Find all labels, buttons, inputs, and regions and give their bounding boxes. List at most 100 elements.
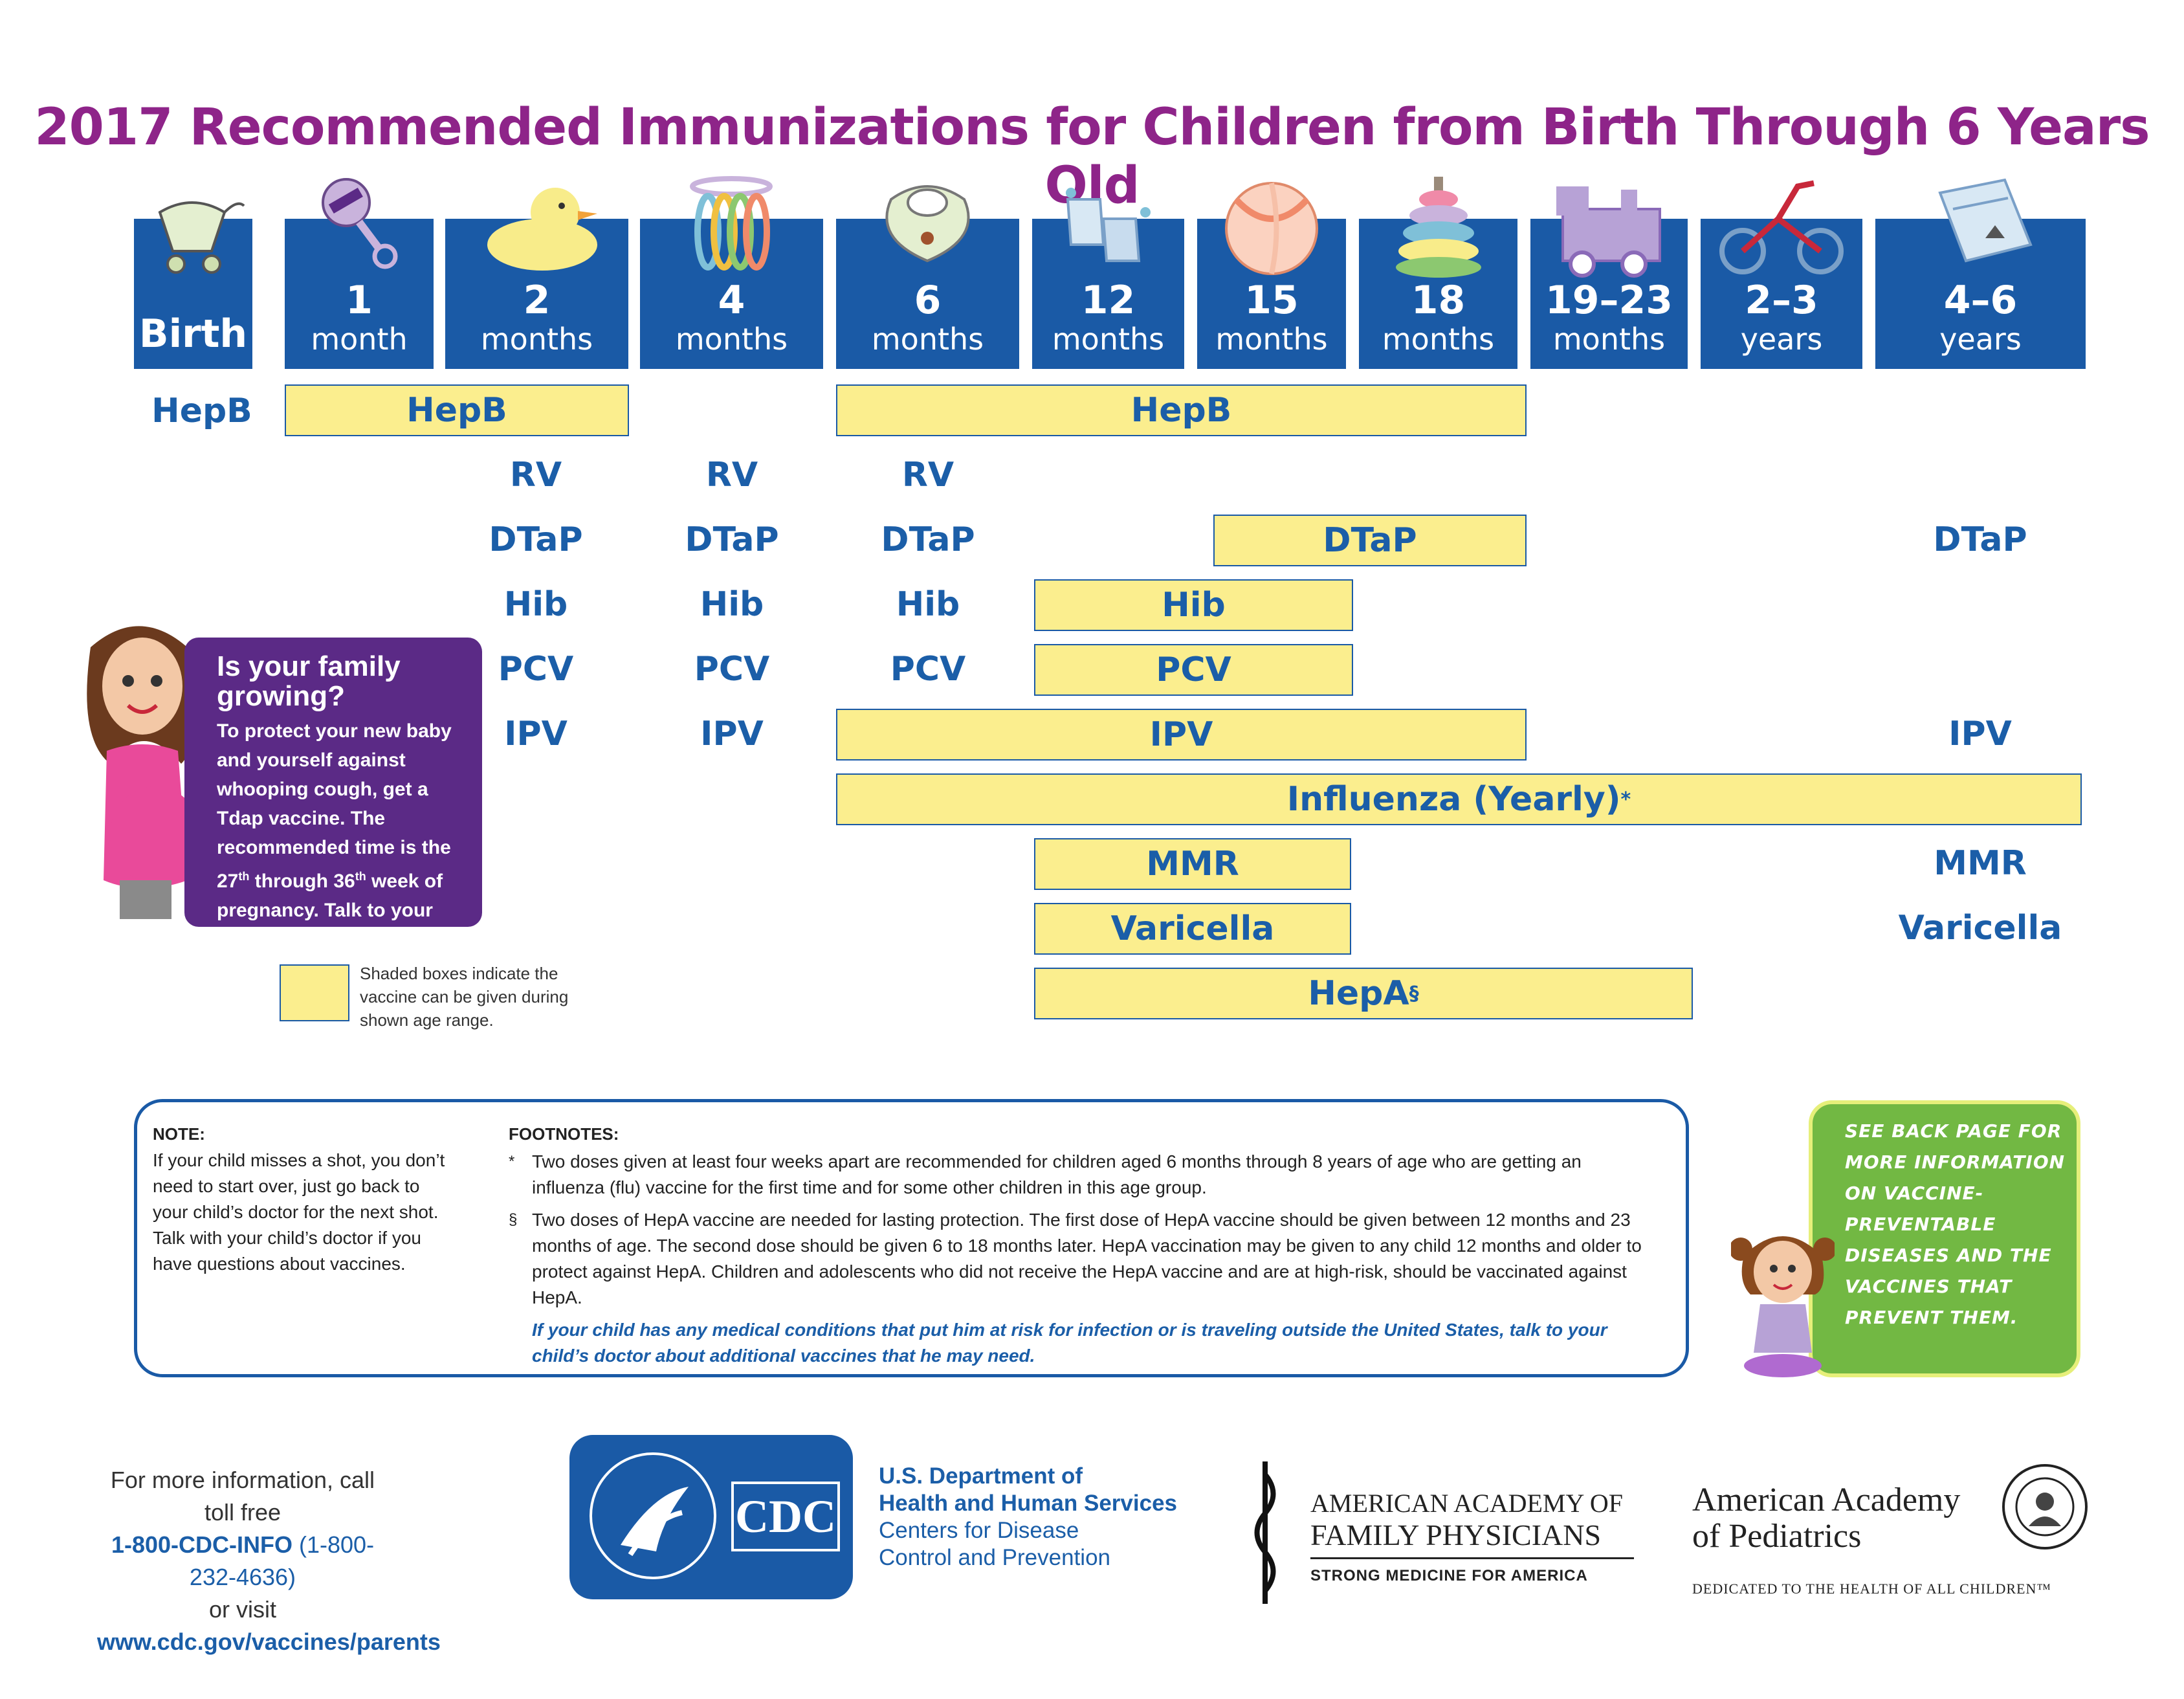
aafp-logo: AMERICAN ACADEMY OF FAMILY PHYSICIANS ST… — [1310, 1489, 1634, 1585]
back-page-text: SEE BACK PAGE FOR MORE INFORMATION ON VA… — [1845, 1120, 2066, 1328]
cdc-logo-text: CDC — [735, 1491, 836, 1542]
contact-url[interactable]: www.cdc.gov/vaccines/parents — [97, 1628, 441, 1655]
age-column-18-months: 18 months — [1359, 177, 1517, 369]
train-icon — [1556, 186, 1661, 278]
hhs-line: U.S. Department of — [879, 1463, 1083, 1489]
age-unit: months — [1552, 322, 1666, 357]
vaccine-bar-label: HepA — [1308, 974, 1409, 1013]
vaccine-bar-label: HepB — [1131, 391, 1232, 430]
age-number: 15 — [1244, 278, 1299, 323]
hhs-line: Control and Prevention — [879, 1545, 1110, 1570]
age-column-12-months: 12 months — [1032, 188, 1184, 369]
vaccine-bar-influenza: Influenza (Yearly) * — [836, 773, 2082, 825]
vaccine-bar-pcv: PCV — [1034, 644, 1353, 696]
age-column-6-months: 6 months — [836, 185, 1019, 369]
age-column-4-6-years: 4–6 years — [1875, 178, 2086, 369]
footnote-text: Two doses of HepA vaccine are needed for… — [532, 1210, 1642, 1307]
aap-tagline: DEDICATED TO THE HEALTH OF ALL CHILDREN™ — [1692, 1581, 2051, 1597]
age-number: 12 — [1081, 278, 1136, 323]
age-number: 4–6 — [1943, 278, 2018, 323]
page-title: 2017 Recommended Immunizations for Child… — [34, 98, 2150, 215]
pregnancy-text: through 36 — [249, 871, 355, 892]
age-unit: months — [1052, 322, 1165, 357]
notes-box: NOTE: If your child misses a shot, you d… — [134, 1099, 1689, 1377]
vaccine-label-pcv: PCV — [890, 650, 966, 689]
legend-text: Shaded boxes indicate the vaccine can be… — [360, 964, 569, 1030]
contact-phone[interactable]: 1-800-CDC-INFO — [111, 1531, 292, 1558]
pregnancy-heading: Is your family growing? — [217, 650, 401, 712]
vaccine-label-ipv: IPV — [700, 715, 764, 753]
vaccine-label-hib: Hib — [700, 585, 764, 624]
vaccine-label-rv: RV — [901, 456, 954, 494]
age-number: 1 — [346, 278, 373, 323]
hhs-line: Centers for Disease — [879, 1518, 1079, 1543]
footnote-item: § Two doses of HepA vaccine are needed f… — [509, 1207, 1660, 1311]
footnote-mark: * — [509, 1153, 515, 1170]
vaccine-bar-hepa: HepA § — [1034, 968, 1693, 1019]
aap-line: of Pediatrics — [1692, 1518, 1862, 1555]
stroller-icon — [158, 201, 245, 274]
note-body: If your child misses a shot, you don’t n… — [153, 1150, 445, 1274]
tricycle-icon — [1719, 180, 1844, 274]
age-number: 18 — [1411, 278, 1466, 323]
pregnancy-text: To protect your new baby and yourself ag… — [217, 720, 452, 892]
age-unit: months — [675, 322, 788, 357]
age-unit: months — [871, 322, 984, 357]
contact-phone-number[interactable]: (1-800-232-4636) — [189, 1531, 375, 1590]
age-column-19-23-months: 19–23 months — [1530, 186, 1688, 369]
vaccine-label-pcv: PCV — [694, 650, 770, 689]
age-column-4-months: 4 months — [640, 176, 823, 369]
hhs-text: U.S. Department of Health and Human Serv… — [879, 1463, 1215, 1571]
caduceus-icon — [1254, 1461, 1276, 1604]
vaccine-bar-label: HepB — [406, 391, 507, 430]
vaccine-label-ipv: IPV — [1948, 715, 2012, 753]
age-number: 19–23 — [1545, 278, 1673, 323]
aafp-line: FAMILY PHYSICIANS — [1310, 1518, 1634, 1559]
vaccine-bar-label: Influenza (Yearly) — [1286, 780, 1621, 819]
age-label: Birth — [138, 311, 248, 357]
cdc-logo-icon: CDC — [731, 1482, 840, 1551]
vaccine-label-varicella: Varicella — [1898, 909, 2062, 948]
contact-phone-line: 1-800-CDC-INFO (1-800-232-4636) — [97, 1529, 388, 1594]
age-number: 2–3 — [1745, 278, 1818, 323]
vaccine-bar-label: DTaP — [1323, 521, 1417, 560]
age-column-2-3-years: 2–3 years — [1701, 180, 1862, 369]
vaccine-label-mmr: MMR — [1934, 844, 2027, 883]
vaccine-label-hepb-birth: HepB — [151, 392, 252, 430]
aap-line: American Academy — [1692, 1482, 1961, 1518]
note-heading: NOTE: — [153, 1124, 205, 1144]
vaccine-bar-label: PCV — [1156, 650, 1231, 689]
ball-icon — [1225, 182, 1318, 275]
vaccine-label-rv: RV — [509, 456, 562, 494]
aap-seal-icon — [2002, 1464, 2088, 1549]
vaccine-label-dtap: DTaP — [881, 520, 975, 559]
vaccine-bar-hib: Hib — [1034, 579, 1353, 631]
pregnancy-sup: th — [238, 870, 250, 883]
age-unit: months — [1382, 322, 1495, 357]
contact-line: or visit — [208, 1596, 276, 1623]
back-page-callout: SEE BACK PAGE FOR MORE INFORMATION ON VA… — [1809, 1100, 2080, 1377]
hhs-line: Health and Human Services — [879, 1491, 1177, 1516]
hhs-seal-icon — [590, 1452, 716, 1579]
footnote-item: * Two doses given at least four weeks ap… — [509, 1149, 1660, 1201]
stacking-rings-icon — [1396, 177, 1481, 278]
vaccine-bar-label: Varicella — [1110, 909, 1275, 948]
vaccine-label-dtap: DTaP — [489, 520, 583, 559]
age-unit: years — [1740, 322, 1823, 357]
age-column-2-months: 2 months — [445, 188, 628, 369]
vaccine-bar-dtap: DTaP — [1213, 515, 1527, 566]
pregnancy-text: week of pregnancy. Talk to your doctor f… — [217, 871, 443, 950]
contact-line: For more information, call toll free — [110, 1467, 375, 1526]
vaccine-label-ipv: IPV — [504, 715, 568, 753]
age-number: 4 — [718, 278, 745, 323]
vaccine-label-hib: Hib — [503, 585, 568, 624]
age-column-birth: Birth — [134, 201, 252, 369]
footnote-mark: * — [1620, 788, 1631, 811]
duck-icon — [487, 188, 597, 271]
vaccine-label-pcv: PCV — [498, 650, 574, 689]
vaccine-bar-hepb: HepB — [836, 384, 1527, 436]
pregnancy-body: To protect your new baby and yourself ag… — [217, 716, 476, 954]
girl-illustration — [1731, 1236, 1835, 1377]
age-number: 6 — [914, 278, 942, 323]
legend-swatch — [280, 964, 349, 1021]
